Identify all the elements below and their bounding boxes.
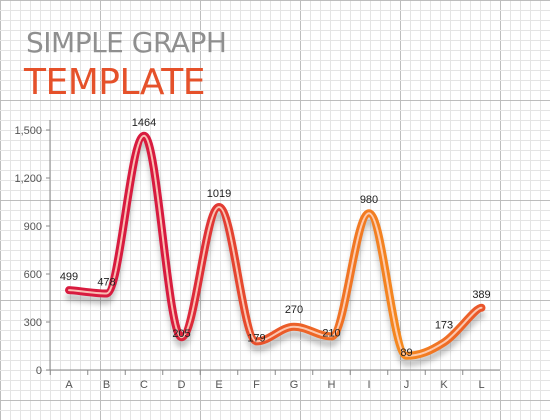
x-tick-label: I bbox=[367, 379, 370, 391]
data-label: 173 bbox=[435, 319, 453, 331]
y-tick-label: 600 bbox=[24, 269, 42, 281]
x-tick-label: A bbox=[65, 379, 73, 391]
y-tick-label: 1,500 bbox=[14, 125, 42, 137]
x-tick-label: E bbox=[215, 379, 222, 391]
x-tick-label: L bbox=[478, 379, 484, 391]
y-tick-label: 0 bbox=[36, 365, 42, 377]
data-label: 1464 bbox=[132, 117, 156, 129]
data-label: 1019 bbox=[207, 188, 231, 200]
data-label: 478 bbox=[97, 277, 115, 289]
x-tick-label: F bbox=[253, 379, 260, 391]
x-tick-label: C bbox=[140, 379, 148, 391]
x-tick-label: K bbox=[440, 379, 448, 391]
y-tick-label: 1,200 bbox=[14, 173, 42, 185]
y-tick-label: 900 bbox=[24, 221, 42, 233]
chart-title-line2: TEMPLATE bbox=[23, 62, 205, 103]
x-tick-label: J bbox=[404, 379, 410, 391]
chart-title-line1: SIMPLE GRAPH bbox=[26, 26, 226, 59]
x-tick-label: G bbox=[290, 379, 299, 391]
data-label: 205 bbox=[172, 328, 190, 340]
data-label: 389 bbox=[472, 289, 490, 301]
x-tick-label: B bbox=[103, 379, 110, 391]
data-labels-layer: 499 478 1464 205 1019 179 270 210 980 89 173 389 bbox=[60, 117, 491, 359]
series-layer bbox=[65, 131, 486, 367]
x-tick-label: D bbox=[178, 379, 186, 391]
y-tick-label: 300 bbox=[24, 317, 42, 329]
x-tick-label: H bbox=[328, 379, 336, 391]
data-label: 210 bbox=[322, 327, 340, 339]
data-label: 499 bbox=[60, 271, 78, 283]
data-label: 270 bbox=[285, 304, 303, 316]
data-label: 980 bbox=[360, 194, 378, 206]
series-line-highlight bbox=[68, 134, 483, 357]
data-label: 89 bbox=[400, 347, 412, 359]
axes-layer: 0 300 600 900 1,200 1,500 A B C D E F G H I J K L bbox=[14, 120, 500, 391]
data-label: 179 bbox=[247, 332, 265, 344]
